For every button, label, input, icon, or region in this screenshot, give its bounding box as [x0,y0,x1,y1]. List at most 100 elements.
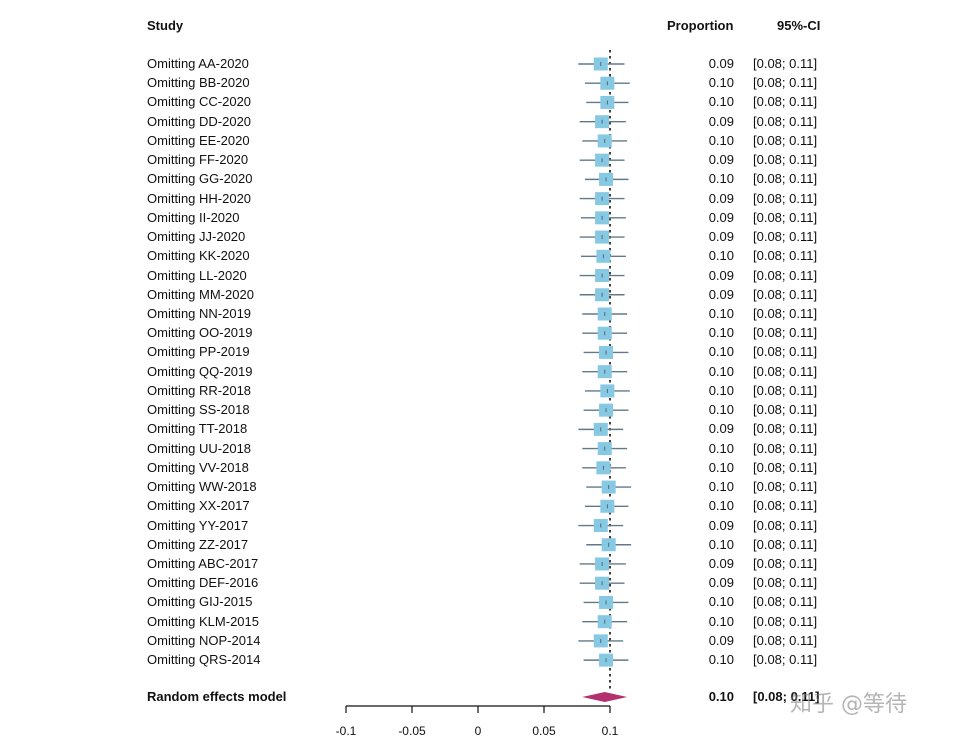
study-label: Omitting BB-2020 [147,75,250,91]
proportion-value: 0.10 [708,594,734,610]
proportion-value: 0.10 [708,382,734,398]
ci-value: [0.08; 0.11] [753,536,818,552]
proportion-value: 0.09 [708,555,734,571]
study-label: Omitting JJ-2020 [147,229,246,245]
ci-value: [0.08; 0.11] [753,190,818,206]
proportion-value: 0.10 [708,459,734,475]
proportion-value: 0.10 [708,613,734,629]
study-label: Omitting PP-2019 [147,344,250,360]
proportion-value: 0.10 [708,325,734,341]
x-tick-label: 0.05 [532,724,556,738]
study-label: Omitting YY-2017 [147,517,249,533]
ci-value: [0.08; 0.11] [753,632,818,648]
proportion-value: 0.10 [708,75,734,91]
study-label: Omitting MM-2020 [147,286,254,302]
ci-value: [0.08; 0.11] [753,267,818,283]
ci-value: [0.08; 0.11] [753,152,818,168]
study-label: Omitting OO-2019 [147,325,253,341]
study-label: Omitting VV-2018 [147,459,249,475]
ci-value: [0.08; 0.11] [753,363,818,379]
proportion-value: 0.10 [708,363,734,379]
ci-value: [0.08; 0.11] [753,498,818,514]
x-tick-label: -0.1 [336,724,357,738]
study-label: Omitting CC-2020 [147,94,252,110]
study-label: Omitting QQ-2019 [147,363,253,379]
proportion-value: 0.09 [708,267,734,283]
ci-value: [0.08; 0.11] [753,113,818,129]
x-tick-label: 0 [475,724,482,738]
ci-value: [0.08; 0.11] [753,594,818,610]
ci-value: [0.08; 0.11] [753,479,818,495]
proportion-value: 0.09 [708,421,734,437]
study-label: Omitting ZZ-2017 [147,536,249,552]
proportion-value: 0.09 [708,113,734,129]
study-label: Omitting TT-2018 [147,421,248,437]
study-label: Omitting HH-2020 [147,190,252,206]
study-label: Omitting DD-2020 [147,113,252,129]
study-label: Omitting AA-2020 [147,56,249,71]
watermark: 知乎 @等待 [790,692,907,717]
study-label: Omitting DEF-2016 [147,575,259,591]
proportion-value: 0.09 [708,209,734,225]
summary-proportion: 0.10 [708,689,734,704]
proportion-value: 0.09 [708,575,734,591]
ci-value: [0.08; 0.11] [753,132,818,148]
ci-value: [0.08; 0.11] [753,459,818,475]
proportion-value: 0.10 [708,652,734,668]
proportion-value: 0.10 [708,402,734,418]
ci-value: [0.08; 0.11] [753,248,818,264]
ci-value: [0.08; 0.11] [753,325,818,341]
ci-value: [0.08; 0.11] [753,575,818,591]
study-label: Omitting NOP-2014 [147,632,261,648]
header-study: Study [147,18,184,33]
study-label: Omitting GIJ-2015 [147,594,253,610]
ci-value: [0.08; 0.11] [753,613,818,629]
ci-value: [0.08; 0.11] [753,517,818,533]
ci-value: [0.08; 0.11] [753,344,818,360]
study-label: Omitting WW-2018 [147,479,257,495]
study-label: Omitting KK-2020 [147,248,250,264]
proportion-value: 0.10 [708,94,734,110]
ci-value: [0.08; 0.11] [753,421,818,437]
ci-value: [0.08; 0.11] [753,56,818,71]
proportion-value: 0.10 [708,479,734,495]
proportion-value: 0.10 [708,498,734,514]
proportion-value: 0.10 [708,440,734,456]
proportion-value: 0.10 [708,171,734,187]
proportion-value: 0.10 [708,536,734,552]
ci-value: [0.08; 0.11] [753,440,818,456]
study-label: Omitting SS-2018 [147,402,250,418]
study-label: Omitting RR-2018 [147,382,252,398]
study-label: Omitting KLM-2015 [147,613,259,629]
study-label: Omitting UU-2018 [147,440,252,456]
study-label: Omitting GG-2020 [147,171,253,187]
header-proportion: Proportion [667,18,734,33]
proportion-value: 0.09 [708,632,734,648]
study-label: Omitting FF-2020 [147,152,249,168]
study-label: Omitting II-2020 [147,209,240,225]
x-tick-label: -0.05 [398,724,426,738]
summary-label: Random effects model [147,689,287,704]
ci-value: [0.08; 0.11] [753,305,818,321]
proportion-value: 0.09 [708,286,734,302]
ci-value: [0.08; 0.11] [753,171,818,187]
ci-value: [0.08; 0.11] [753,286,818,302]
study-label: Omitting NN-2019 [147,305,252,321]
summary-ci: [0.08; 0.11] [753,689,820,704]
ci-value: [0.08; 0.11] [753,382,818,398]
header-ci: 95%-CI [777,18,821,33]
x-tick-label: 0.1 [602,724,619,738]
proportion-value: 0.10 [708,248,734,264]
study-label: Omitting LL-2020 [147,267,247,283]
study-label: Omitting EE-2020 [147,132,250,148]
ci-value: [0.08; 0.11] [753,75,818,91]
proportion-value: 0.10 [708,132,734,148]
ci-value: [0.08; 0.11] [753,209,818,225]
proportion-value: 0.10 [708,305,734,321]
proportion-value: 0.09 [708,56,734,71]
study-label: Omitting XX-2017 [147,498,250,514]
ci-value: [0.08; 0.11] [753,229,818,245]
ci-value: [0.08; 0.11] [753,94,818,110]
study-label: Omitting ABC-2017 [147,555,259,571]
